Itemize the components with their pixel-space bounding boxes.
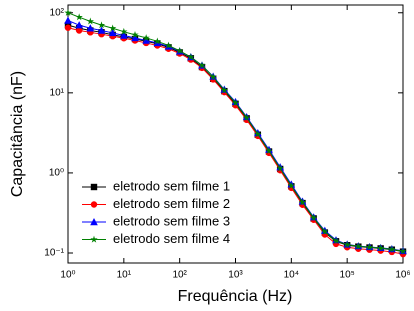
y-tick-label: 10⁰: [49, 168, 64, 179]
marker: [109, 24, 117, 32]
marker: [243, 113, 251, 121]
legend-label: eletrodo sem filme 1: [113, 178, 230, 193]
marker: [365, 243, 374, 251]
marker: [131, 31, 139, 38]
legend-label: eletrodo sem filme 3: [113, 213, 230, 228]
legend: [74, 176, 252, 250]
legend-label: eletrodo sem filme 2: [113, 196, 230, 211]
marker: [120, 27, 128, 35]
legend-label: eletrodo sem filme 4: [113, 231, 230, 246]
marker: [354, 242, 362, 250]
marker: [321, 227, 329, 235]
legend-marker: [90, 201, 98, 208]
x-tick-label: 10⁵: [340, 270, 355, 281]
marker: [220, 86, 228, 94]
y-tick-label: 10²: [50, 7, 65, 18]
marker: [131, 33, 139, 42]
marker: [142, 36, 150, 44]
marker: [310, 213, 318, 221]
marker: [265, 147, 273, 155]
marker: [120, 31, 128, 39]
marker: [209, 73, 217, 81]
marker: [75, 27, 83, 34]
marker: [164, 41, 173, 49]
marker: [377, 244, 385, 252]
marker: [75, 13, 83, 21]
marker: [287, 181, 295, 189]
x-tick-label: 10¹: [117, 270, 132, 281]
marker: [176, 46, 184, 54]
x-tick-label: 10⁴: [284, 270, 299, 281]
y-tick-label: 10⁻¹: [44, 248, 64, 259]
marker: [254, 130, 262, 138]
marker: [332, 236, 340, 244]
legend-marker: [90, 235, 98, 243]
marker: [399, 247, 407, 255]
legend-marker: [90, 183, 98, 191]
marker: [231, 99, 240, 106]
marker: [198, 61, 206, 69]
x-tick-label: 10⁶: [395, 270, 410, 281]
marker: [64, 8, 72, 16]
x-tick-label: 10²: [172, 270, 187, 281]
marker: [97, 21, 106, 29]
marker: [75, 21, 83, 29]
marker: [187, 53, 195, 61]
legend-marker: [90, 218, 98, 226]
y-axis-title: Capacitância (nF): [9, 71, 26, 197]
x-tick-label: 10³: [228, 270, 243, 281]
marker: [343, 240, 351, 248]
marker: [86, 24, 95, 32]
marker: [298, 198, 307, 206]
marker: [142, 34, 150, 42]
marker: [153, 37, 161, 45]
marker: [388, 245, 396, 253]
marker: [108, 28, 117, 37]
marker: [86, 17, 94, 25]
marker: [276, 164, 284, 172]
x-axis-title: Frequência (Hz): [178, 288, 293, 305]
marker: [97, 26, 106, 34]
marker: [64, 24, 72, 31]
y-tick-label: 10¹: [50, 87, 65, 98]
marker: [64, 16, 72, 24]
x-tick-label: 10⁰: [60, 270, 75, 281]
